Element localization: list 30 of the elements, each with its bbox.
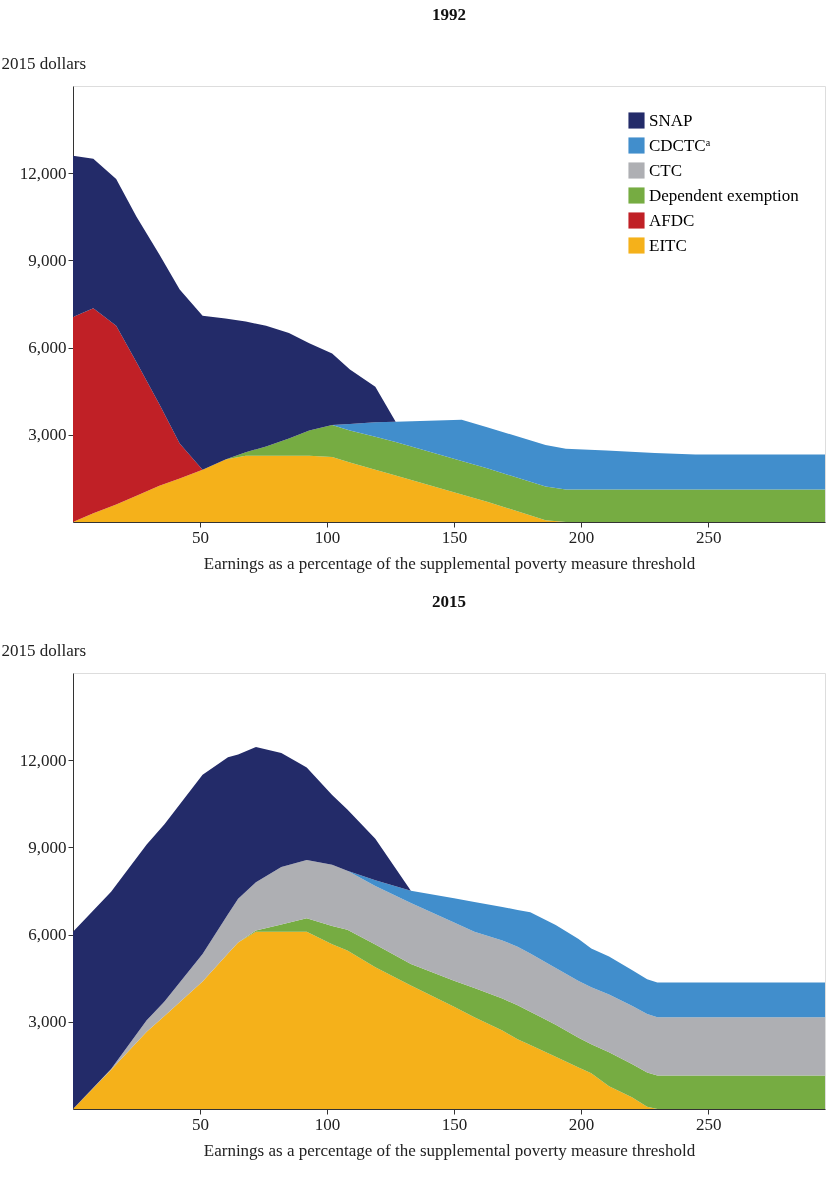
y-tick-label: 9,000 — [28, 837, 67, 857]
x-tick-label: 200 — [568, 527, 595, 547]
legend-label: EITC — [649, 235, 687, 255]
y-tick-label: 9,000 — [28, 250, 67, 270]
x-tick-label: 150 — [441, 527, 468, 547]
y-tick-label: 12,000 — [19, 750, 67, 770]
legend-label: SNAP — [649, 110, 693, 130]
x-tick-label: 250 — [695, 527, 722, 547]
x-tick-label: 100 — [314, 527, 341, 547]
x-tick-label: 250 — [695, 1114, 722, 1134]
y-tick-label: 12,000 — [19, 163, 67, 183]
chart-title: 2015 — [432, 592, 466, 611]
legend-label: Dependent exemption — [649, 185, 800, 205]
y-axis-title: 2015 dollars — [1, 640, 87, 660]
x-tick-label: 200 — [568, 1114, 595, 1134]
legend-label: AFDC — [649, 210, 695, 230]
x-tick-label: 50 — [192, 527, 210, 547]
x-tick-label: 50 — [192, 1114, 210, 1134]
y-tick-label: 3,000 — [28, 1012, 67, 1032]
legend-label: CDCTCᵃ — [649, 135, 711, 155]
y-axis-title: 2015 dollars — [1, 53, 87, 73]
x-axis-title: Earnings as a percentage of the supplemental poverty measure threshold — [203, 1140, 696, 1160]
y-tick-label: 6,000 — [28, 338, 67, 358]
x-tick-label: 100 — [314, 1114, 341, 1134]
legend-label: CTC — [649, 160, 683, 180]
y-tick-label: 6,000 — [28, 925, 67, 945]
y-tick-label: 3,000 — [28, 425, 67, 445]
chart-title: 1992 — [432, 5, 466, 24]
x-axis-title: Earnings as a percentage of the supplemental poverty measure threshold — [203, 553, 696, 573]
x-tick-label: 150 — [441, 1114, 468, 1134]
